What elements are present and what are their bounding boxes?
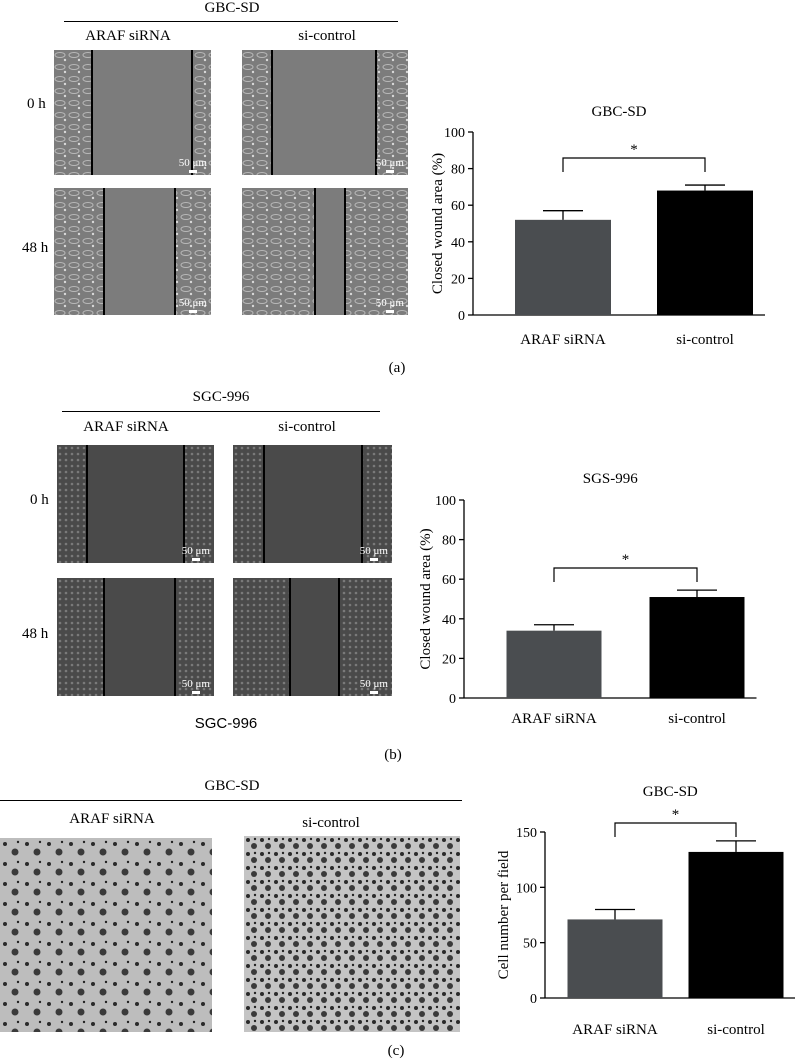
micrograph-a-sicontrol-48h: 50 μm [242,188,408,315]
y-tick-label: 50 [523,937,537,952]
micrograph-a-arafsirna-48h: 50 μm [54,188,211,315]
bar [506,630,602,698]
y-tick-label: 80 [451,163,465,178]
micrograph-b-arafsirna-48h: 50 μm [57,578,214,696]
y-tick-label: 60 [442,573,456,588]
y-axis-label: Cell number per field [496,850,512,979]
panel-b-time-0: 0 h [30,492,49,508]
significance-marker: * [622,552,630,568]
y-tick-label: 0 [530,992,537,1007]
y-tick-label: 40 [442,613,456,628]
scale-bar-label: 50 μm [359,678,388,690]
panel-c-header-rule [0,800,462,801]
significance-bracket [553,567,698,582]
bar [515,219,611,315]
panel-b-group-right: si-control [278,419,336,435]
scale-bar-label: 50 μm [181,545,210,557]
bar [688,851,784,998]
panel-a-label: (a) [388,360,406,376]
chart-title: GBC-SD [643,784,698,800]
panel-a-group-right: si-control [298,28,356,44]
chart-a: GBC-SD Closed wound area (%) 0 20 40 60 80 100 A… [430,104,765,348]
panel-c-label: (c) [387,1043,405,1059]
micrograph-a-sicontrol-0h: 50 μm [242,50,408,175]
panel-b-group-left: ARAF siRNA [83,419,169,435]
y-tick-label: 20 [442,652,456,667]
micrograph-a-arafsirna-0h: 50 μm [54,50,211,175]
y-axis-label: Closed wound area (%) [430,153,446,294]
significance-bracket [562,157,706,172]
category-label: si-control [676,332,734,348]
category-label: si-control [707,1022,765,1038]
scale-bar-label: 50 μm [181,678,210,690]
significance-marker: * [672,807,680,823]
y-axis-label: Closed wound area (%) [418,528,434,669]
y-tick-label: 0 [458,309,465,324]
y-tick-label: 60 [451,199,465,214]
category-label: ARAF siRNA [520,332,606,348]
panel-a-cell-line: GBC-SD [204,0,260,16]
chart-title: SGS-996 [583,471,639,487]
y-tick-label: 150 [516,826,537,841]
chart-b: SGS-996 Closed wound area (%) 0 20 40 60 80 100… [418,471,757,727]
y-tick-label: 20 [451,272,465,287]
scale-bar-label: 50 μm [359,545,388,557]
panel-c-cell-line: GBC-SD [204,778,260,794]
panel-a-time-0: 0 h [27,96,46,112]
scale-bar-label: 50 μm [375,157,404,169]
micrograph-c-arafsirna [0,838,212,1032]
micrograph-b-sicontrol-48h: 50 μm [233,578,392,696]
y-tick-label: 0 [449,692,456,707]
panel-a-group-left: ARAF siRNA [85,28,171,44]
panel-b-header-rule [62,411,380,412]
y-tick-label: 100 [444,126,465,141]
micrograph-c-sicontrol [244,836,460,1032]
panel-a-time-48: 48 h [22,240,49,256]
y-tick-label: 100 [516,881,537,896]
scale-bar-label: 50 μm [375,297,404,309]
micrograph-b-sicontrol-0h: 50 μm [233,445,392,563]
chart-c: GBC-SD Cell number per field 0 50 100 150 ARAF… [496,784,795,1038]
y-tick-label: 100 [435,494,456,509]
panel-b-label: (b) [384,747,402,763]
category-label: ARAF siRNA [511,711,597,727]
bar [657,190,753,315]
y-tick-label: 80 [442,534,456,549]
scale-bar-label: 50 μm [178,157,207,169]
panel-b-time-48: 48 h [22,626,49,642]
category-label: si-control [668,711,726,727]
panel-a-header-rule [64,21,398,22]
category-label: ARAF siRNA [572,1022,658,1038]
bar [567,919,663,998]
scale-bar-label: 50 μm [178,297,207,309]
panel-c-group-left: ARAF siRNA [69,811,155,827]
bar [649,597,745,698]
significance-marker: * [630,142,638,158]
y-tick-label: 40 [451,236,465,251]
panel-b-cell-line: SGC-996 [192,389,250,405]
panel-c-group-right: si-control [302,815,360,831]
micrograph-b-arafsirna-0h: 50 μm [57,445,214,563]
chart-title: GBC-SD [591,104,646,120]
panel-b-caption: SGC-996 [194,715,258,732]
significance-bracket [614,822,737,837]
